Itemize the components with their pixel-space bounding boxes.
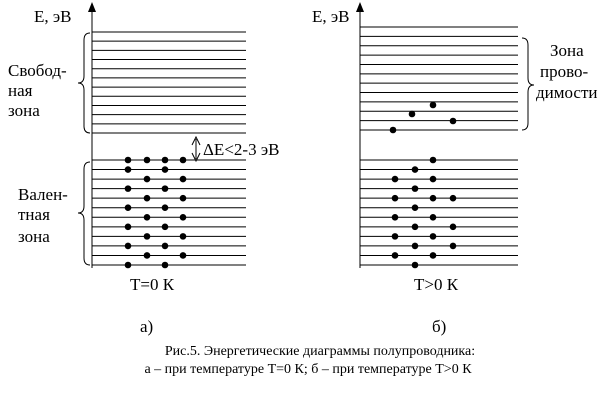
temperature: T=0 К	[130, 275, 175, 294]
electron	[411, 166, 419, 173]
electron	[124, 242, 132, 250]
axis-label: E, эВ	[312, 7, 350, 26]
electron	[161, 242, 169, 250]
electron	[429, 175, 437, 183]
axis-arrow	[356, 2, 364, 12]
axis-label: E, эВ	[34, 7, 72, 26]
band-label: зона	[18, 227, 50, 246]
gap-label: ΔE<2-3 эВ	[203, 140, 279, 159]
electron	[179, 233, 187, 240]
band-label: тная	[18, 205, 50, 224]
panel-letter: б)	[432, 317, 446, 336]
electron	[411, 261, 419, 269]
electron	[161, 166, 169, 173]
brace	[77, 32, 91, 134]
band-label: димости	[536, 83, 598, 102]
electron	[429, 194, 437, 202]
electron	[179, 194, 187, 202]
electron	[389, 126, 397, 134]
electron	[411, 242, 419, 250]
electron	[124, 223, 132, 231]
electron	[179, 175, 187, 183]
electron	[161, 261, 169, 269]
electron	[143, 194, 151, 202]
panel-letter: а)	[140, 317, 153, 336]
electron	[449, 242, 457, 250]
brace	[77, 161, 91, 266]
band-label: Свобод-	[8, 61, 67, 80]
caption: а – при температуре T=0 К; б – при темпе…	[144, 362, 472, 377]
electron	[161, 156, 169, 164]
electron	[408, 110, 416, 118]
temperature: T>0 К	[414, 275, 459, 294]
electron	[179, 156, 187, 164]
gap-arrow-heads	[191, 135, 201, 163]
electron	[411, 223, 419, 231]
electron	[411, 185, 419, 192]
electron	[391, 252, 399, 259]
electron	[143, 213, 151, 221]
brace	[521, 37, 535, 131]
electron	[143, 156, 151, 164]
band-label: ная	[8, 81, 33, 100]
caption: Рис.5. Энергетические диаграммы полупров…	[165, 344, 475, 359]
electron	[179, 252, 187, 259]
electron	[429, 233, 437, 240]
band-label: Зона	[550, 41, 584, 60]
electron	[429, 213, 437, 221]
electron	[143, 175, 151, 183]
band-label: прово-	[540, 62, 589, 81]
electron	[391, 213, 399, 221]
electron	[124, 166, 132, 173]
electron	[411, 204, 419, 212]
electron	[449, 117, 457, 125]
electron	[179, 213, 187, 221]
axis-arrow	[88, 2, 96, 12]
electron	[124, 185, 132, 192]
electron	[161, 223, 169, 231]
electron	[391, 233, 399, 240]
electron	[449, 194, 457, 202]
electron	[391, 194, 399, 202]
electron	[391, 175, 399, 183]
electron	[449, 223, 457, 231]
electron	[161, 185, 169, 192]
electron	[429, 101, 437, 109]
electron	[124, 156, 132, 164]
band-label: Вален-	[18, 185, 68, 204]
electron	[143, 252, 151, 259]
electron	[124, 261, 132, 269]
electron	[429, 252, 437, 259]
electron	[429, 156, 437, 164]
band-label: зона	[8, 101, 40, 120]
electron	[124, 204, 132, 212]
electron	[161, 204, 169, 212]
electron	[143, 233, 151, 240]
